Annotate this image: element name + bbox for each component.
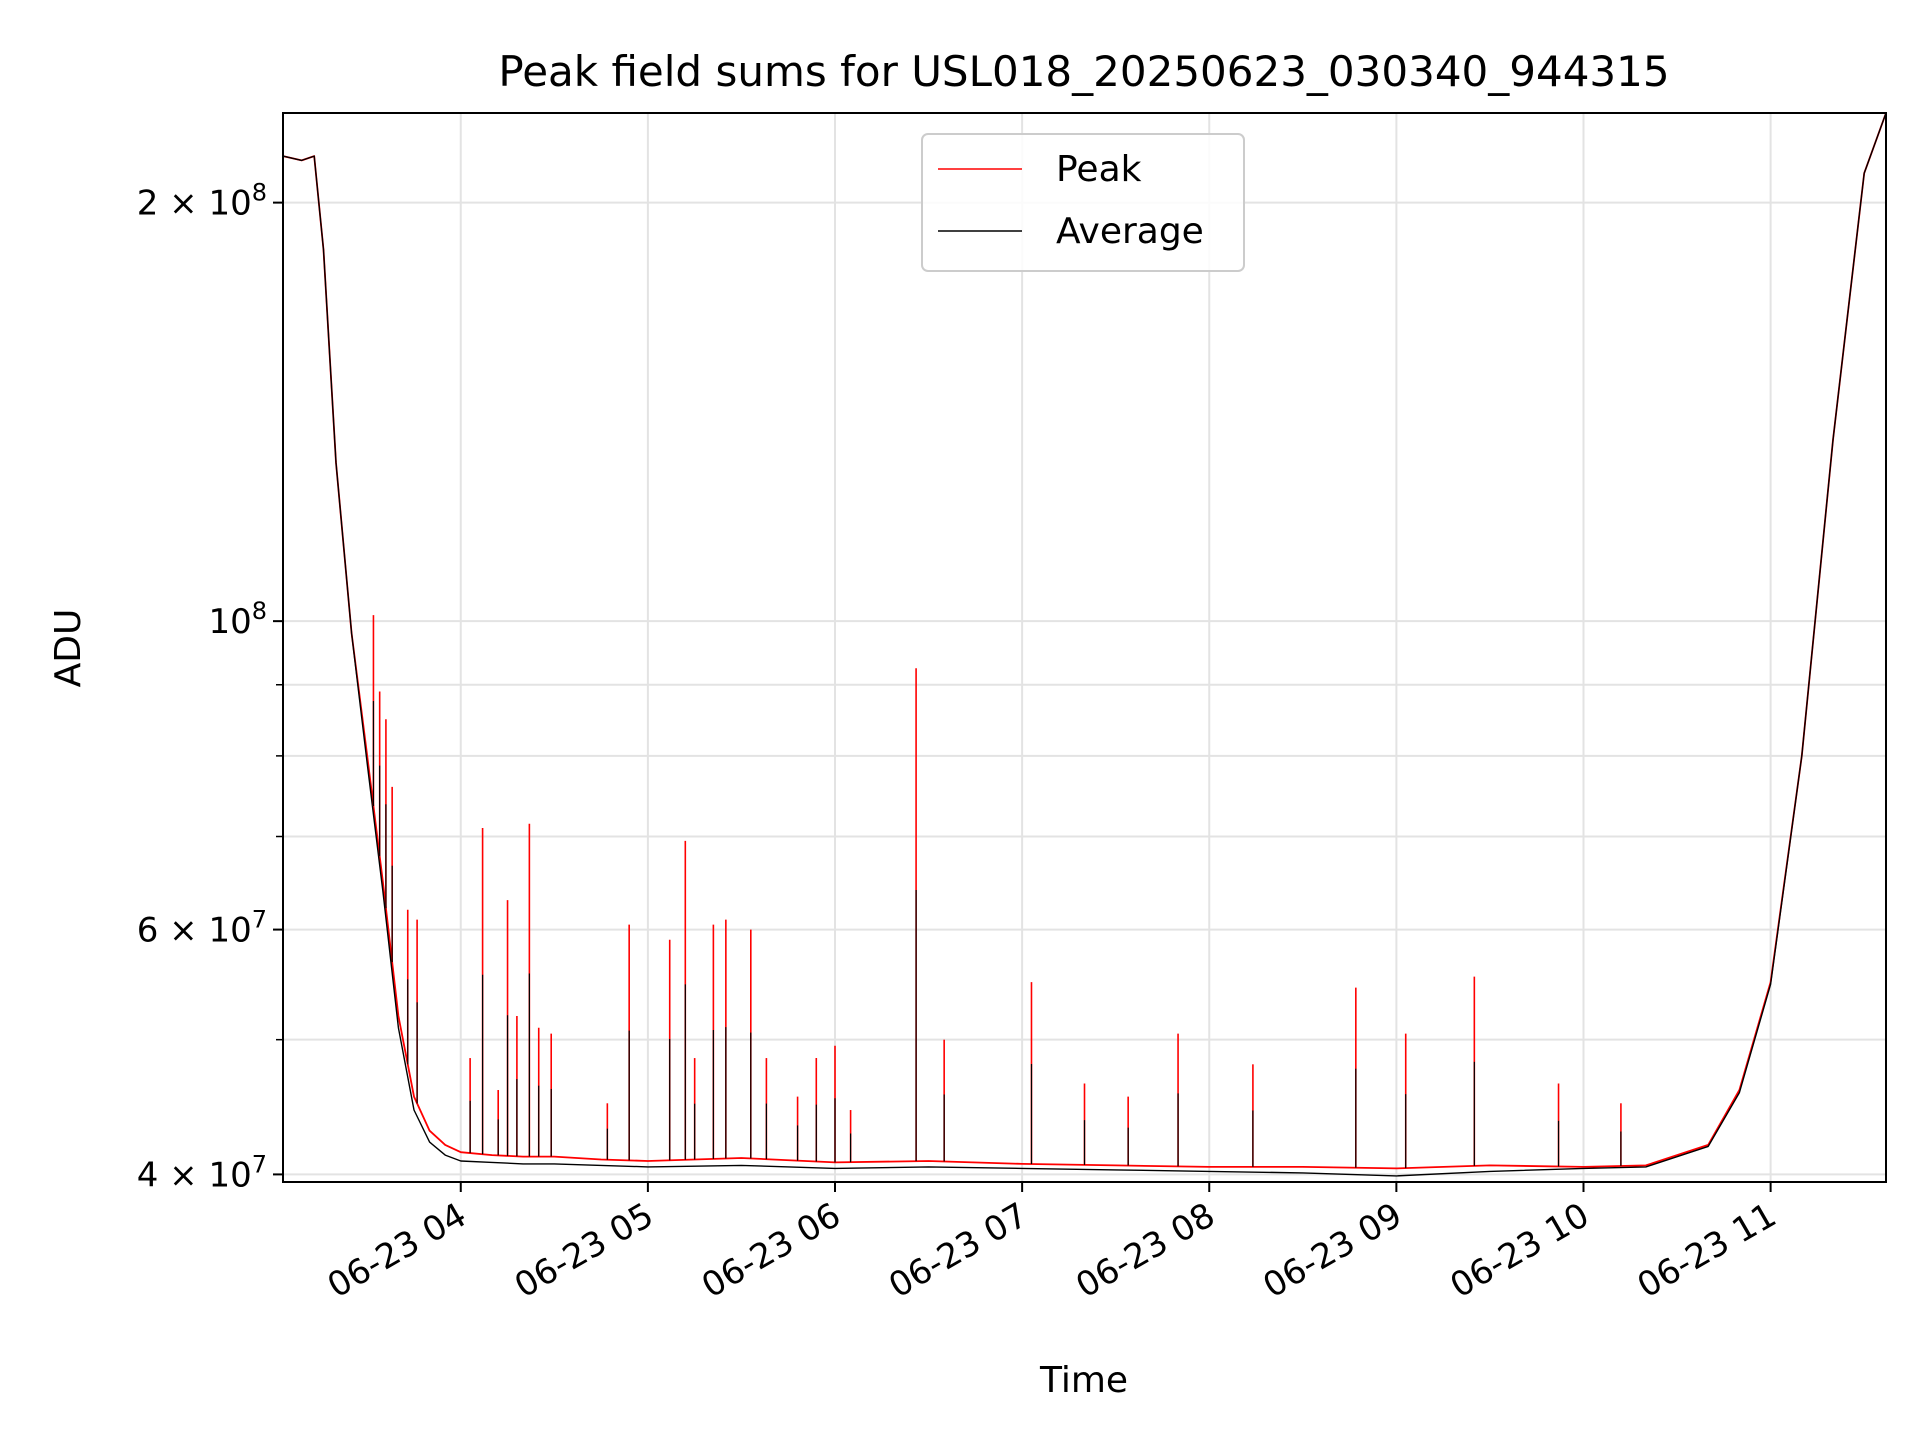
y-tick-label: 2 × 108 [137, 179, 267, 224]
legend-label-average: Average [1056, 211, 1204, 252]
y-axis-title: ADU [48, 609, 89, 688]
plot-frame [282, 112, 1887, 1183]
y-tick-label: 4 × 107 [137, 1150, 267, 1195]
legend-label-peak: Peak [1056, 149, 1142, 190]
y-tick-label: 108 [208, 597, 267, 642]
series-line-peak [282, 112, 1887, 1170]
y-axis-ticks: 4 × 107 6 × 107 108 2 × 108 [137, 179, 283, 1195]
chart-title: Peak field sums for USL018_20250623_0303… [498, 47, 1669, 96]
legend: Peak Average [921, 133, 1245, 272]
x-axis-title: Time [1039, 1360, 1128, 1401]
grid-layer [283, 113, 1886, 1182]
series-line-average [282, 112, 1887, 1177]
y-tick-label: 6 × 107 [137, 906, 267, 951]
series-layer [282, 112, 1887, 1177]
